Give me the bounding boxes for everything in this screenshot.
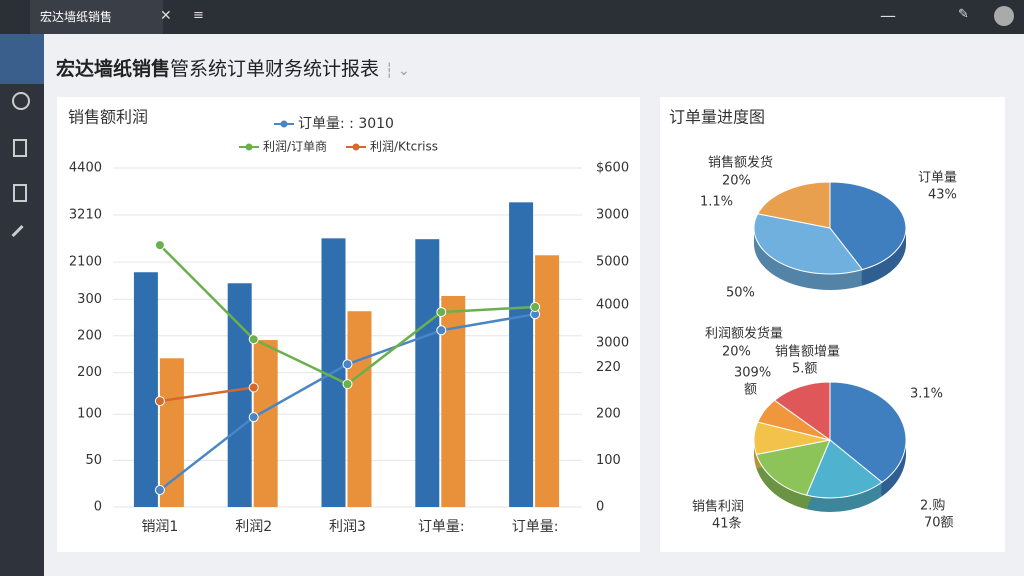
pie-label: 70额: [924, 516, 954, 531]
line-point: [154, 240, 165, 251]
y-tick-label: 300: [77, 292, 102, 307]
x-tick-label: 利润3: [329, 519, 366, 535]
pie-label: 50%: [726, 286, 755, 301]
sidebar: [0, 34, 44, 576]
pie-label: 额: [744, 383, 757, 398]
pie-label: 20%: [722, 174, 751, 189]
y-tick-label: 2100: [69, 255, 102, 270]
legend-label: 利润/订单商: [263, 139, 327, 154]
pie-label: 41条: [712, 516, 742, 532]
line-point: [248, 412, 259, 423]
chart-title: 销售额利润: [68, 108, 148, 127]
nav-item[interactable]: [13, 184, 27, 202]
bar: [159, 358, 184, 507]
pie-label: 销售额发货: [708, 155, 773, 171]
title-bar: 宏达墙纸销售 ✕ ≡ — ✎: [0, 0, 1024, 34]
x-tick-label: 订单量:: [512, 519, 559, 535]
y2-tick-label: 3000: [596, 208, 629, 223]
line-point: [248, 382, 259, 393]
tab[interactable]: 宏达墙纸销售: [30, 0, 163, 34]
bar: [133, 272, 158, 507]
close-tab[interactable]: ✕: [160, 8, 172, 24]
x-tick-label: 销润1: [141, 519, 178, 535]
bar: [509, 202, 534, 508]
line-point: [436, 307, 447, 318]
nav-item[interactable]: [13, 139, 27, 157]
y2-tick-label: 220: [596, 360, 621, 375]
chart-title: 订单量进度图: [669, 108, 765, 127]
y2-tick-label: 100: [596, 453, 621, 468]
pie-label: 1.1%: [700, 195, 733, 210]
bar: [227, 283, 252, 507]
line: [159, 386, 254, 403]
pie-label: 订单量: [918, 171, 957, 186]
settings[interactable]: ✎: [958, 7, 969, 22]
pie-slice: [805, 439, 883, 499]
line-point: [154, 485, 165, 496]
title-rest: 管系统订单财务统计报表: [170, 58, 380, 80]
pie-slice: [773, 381, 831, 441]
legend-dot: [245, 143, 253, 151]
pie-label: 43%: [928, 188, 957, 203]
y-tick-label: 100: [77, 407, 102, 422]
page-title: 宏达墙纸销售管系统订单财务统计报表 ┆ ⌄: [56, 54, 410, 81]
bar: [535, 255, 560, 507]
pie-slice: [829, 381, 907, 483]
pie-slice: [755, 439, 831, 496]
line-point: [342, 379, 353, 390]
y-tick-label: 3210: [69, 208, 102, 223]
y2-tick-label: $600: [596, 161, 629, 176]
dropdown[interactable]: ┆ ⌄: [385, 63, 410, 79]
pie-label: 309%: [734, 366, 771, 381]
line-point: [436, 325, 447, 336]
x-tick-label: 利润2: [235, 519, 272, 535]
y-tick-label: 50: [85, 453, 102, 468]
line-point: [154, 396, 165, 407]
y2-tick-label: 3000: [596, 336, 629, 351]
pie-label: 2.购: [920, 498, 945, 514]
pie-label: 20%: [722, 345, 751, 360]
menu[interactable]: ≡: [193, 8, 204, 23]
y-tick-label: 4400: [69, 161, 102, 176]
nav-item[interactable]: [12, 92, 30, 110]
pie-label: 销售额增量: [775, 344, 840, 360]
y-tick-label: 200: [77, 365, 102, 380]
y-tick-label: 0: [94, 500, 102, 515]
minimize[interactable]: —: [880, 6, 896, 25]
bar: [253, 340, 278, 507]
pie-label: 销售利润: [692, 499, 744, 515]
pie-label: 5.额: [792, 362, 817, 377]
pie-slice: [756, 181, 831, 229]
x-tick-label: 订单量:: [418, 519, 465, 535]
line-point: [342, 359, 353, 370]
line-point: [248, 334, 259, 345]
y2-tick-label: 5000: [596, 255, 629, 270]
bar: [347, 311, 372, 507]
legend-label: 利润/Ktcriss: [370, 140, 438, 154]
bar: [415, 239, 440, 507]
pie-slice: [829, 181, 907, 271]
nav-item[interactable]: [0, 34, 44, 84]
pie-slice: [753, 213, 864, 275]
y-tick-label: 200: [77, 328, 102, 343]
y2-tick-label: 4000: [596, 297, 629, 312]
y2-tick-label: 200: [596, 407, 621, 422]
title-bold: 宏达墙纸销售: [56, 58, 171, 80]
legend-dot: [280, 120, 288, 128]
pie-label: 3.1%: [910, 387, 943, 402]
pie-label: 利润额发货量: [705, 326, 783, 342]
y2-tick-label: 0: [596, 500, 604, 515]
legend-label: 订单量: : 3010: [298, 116, 394, 132]
avatar[interactable]: [994, 6, 1014, 26]
legend-dot: [352, 143, 360, 151]
line-point: [530, 301, 541, 312]
